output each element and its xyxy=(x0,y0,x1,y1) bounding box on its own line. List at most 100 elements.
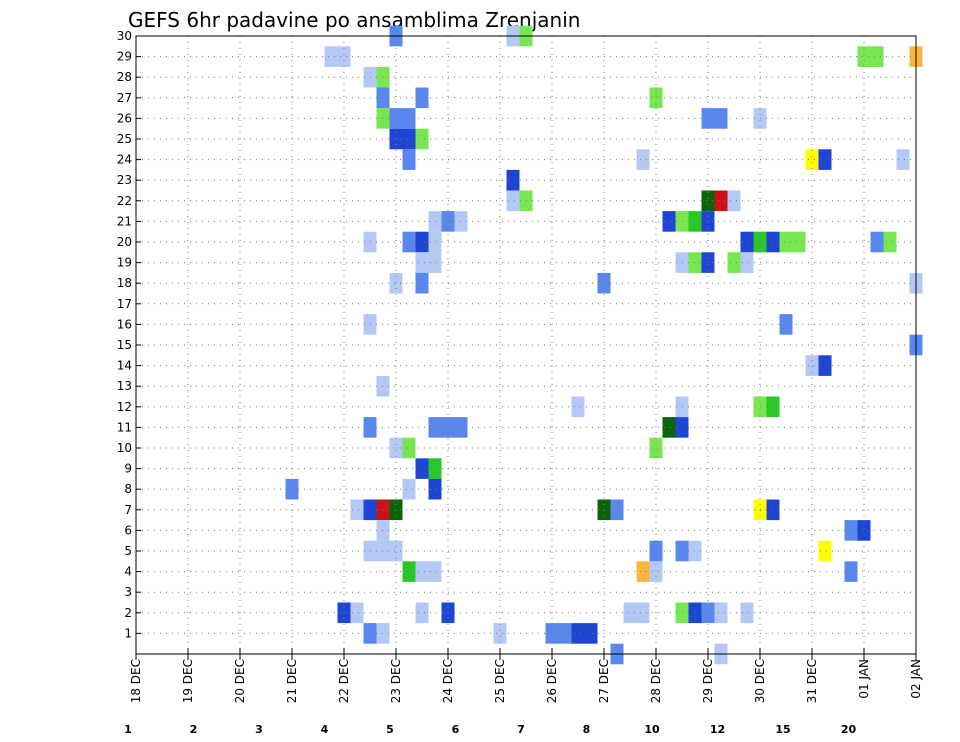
x-tick-label: 19 DEC xyxy=(181,659,195,703)
heatmap-cell xyxy=(870,231,884,253)
y-axis-ticks: 1234567891011121314151617181920212223242… xyxy=(117,29,141,640)
heatmap-cell xyxy=(779,314,793,335)
heatmap-cell xyxy=(415,458,429,479)
heatmap-cell xyxy=(649,561,663,582)
heatmap-cell xyxy=(857,46,871,67)
x-tick-label: 01 JAN xyxy=(857,659,871,699)
y-tick-label: 20 xyxy=(117,235,132,249)
heatmap-cell xyxy=(623,602,637,624)
heatmap-cell xyxy=(896,149,910,170)
heatmap-cell xyxy=(662,211,676,232)
y-tick-label: 3 xyxy=(124,585,132,599)
heatmap-cell xyxy=(389,437,403,459)
heatmap-cell xyxy=(493,623,507,644)
grid-lines xyxy=(136,35,917,654)
heatmap-cell xyxy=(740,602,754,624)
heatmap-cell xyxy=(415,87,429,109)
heatmap-cell xyxy=(779,231,793,253)
x-tick-label: 02 JAN xyxy=(909,659,923,699)
heatmap-cell xyxy=(870,46,884,67)
heatmap-cell xyxy=(584,623,598,644)
heatmap-cell xyxy=(740,252,754,273)
heatmap-cell xyxy=(506,190,520,212)
heatmap-cell xyxy=(818,540,832,562)
y-tick-label: 25 xyxy=(117,132,132,146)
heatmap-cell xyxy=(792,231,806,253)
y-tick-label: 12 xyxy=(117,400,132,414)
heatmap-cell xyxy=(727,190,741,212)
heatmap-cell xyxy=(818,355,832,376)
heatmap-cell xyxy=(571,396,585,418)
colorbar-label: 5 xyxy=(386,723,394,736)
heatmap-cell xyxy=(402,478,416,500)
heatmap-cell xyxy=(805,355,819,376)
heatmap-cell xyxy=(324,46,338,67)
y-tick-label: 5 xyxy=(124,544,132,558)
heatmap-cell xyxy=(714,190,728,212)
heatmap-cell xyxy=(805,149,819,170)
colorbar-label: 7 xyxy=(517,723,525,736)
heatmap-cell xyxy=(337,46,351,67)
x-tick-label: 18 DEC xyxy=(129,659,143,703)
y-tick-label: 1 xyxy=(124,626,132,640)
x-tick-label: 28 DEC xyxy=(649,659,663,703)
heatmap-cell xyxy=(701,252,715,273)
y-tick-label: 2 xyxy=(124,606,132,620)
heatmap-cell xyxy=(428,231,442,253)
heatmap-cell xyxy=(636,149,650,170)
x-tick-label: 24 DEC xyxy=(441,659,455,703)
colorbar-label: 20 xyxy=(841,723,857,736)
y-tick-label: 14 xyxy=(117,359,132,373)
y-tick-label: 22 xyxy=(117,194,132,208)
colorbar-label: 10 xyxy=(644,723,660,736)
heatmap-cell xyxy=(506,169,520,191)
x-tick-label: 25 DEC xyxy=(493,659,507,703)
heatmap-cell xyxy=(714,602,728,624)
heatmap-cell xyxy=(415,272,429,294)
colorbar-label: 2 xyxy=(190,723,198,736)
heatmap-cell xyxy=(415,252,429,273)
y-tick-label: 24 xyxy=(117,153,132,167)
heatmap-cell xyxy=(428,561,442,582)
y-tick-label: 28 xyxy=(117,70,132,84)
y-tick-label: 10 xyxy=(117,441,132,455)
heatmap-cell xyxy=(649,540,663,562)
heatmap-cell xyxy=(545,623,559,644)
y-tick-label: 6 xyxy=(124,523,132,537)
x-axis-ticks: 18 DEC 19 DEC 20 DEC 21 DEC 22 DEC 23 DEC 24 D… xyxy=(129,648,923,703)
heatmap-cell xyxy=(701,108,715,129)
heatmap-cell xyxy=(389,499,403,521)
heatmap-cell xyxy=(402,149,416,170)
y-tick-label: 11 xyxy=(117,420,132,434)
heatmap-cell xyxy=(350,602,364,624)
y-tick-label: 7 xyxy=(124,503,132,517)
y-tick-label: 30 xyxy=(117,29,132,43)
heatmap-cell xyxy=(558,623,572,644)
y-tick-label: 8 xyxy=(124,482,132,496)
heatmap-cell xyxy=(415,231,429,253)
heatmap-cell xyxy=(701,190,715,212)
y-tick-label: 18 xyxy=(117,276,132,290)
chart-title: GEFS 6hr padavine po ansamblima Zrenjani… xyxy=(128,8,580,32)
x-tick-label: 20 DEC xyxy=(233,659,247,703)
colorbar-label: 4 xyxy=(321,723,329,736)
y-tick-label: 13 xyxy=(117,379,132,393)
heatmap-cell xyxy=(428,252,442,273)
heatmap-cell xyxy=(428,211,442,232)
x-tick-label: 27 DEC xyxy=(597,659,611,703)
heatmap-cell xyxy=(402,561,416,582)
heatmap-cell xyxy=(571,623,585,644)
colorbar: 1 2 3 4 5 6 7 8 10 12 15 20 xyxy=(124,723,856,736)
heatmap-cell xyxy=(415,561,429,582)
y-tick-label: 9 xyxy=(124,462,132,476)
heatmap-cell xyxy=(389,540,403,562)
heatmap-cell xyxy=(636,561,650,582)
x-tick-label: 26 DEC xyxy=(545,659,559,703)
colorbar-label: 1 xyxy=(124,723,132,736)
heatmap-cell xyxy=(636,602,650,624)
colorbar-label: 8 xyxy=(583,723,591,736)
heatmap-cell xyxy=(389,272,403,294)
y-tick-label: 21 xyxy=(117,214,132,228)
heatmap-cell xyxy=(389,108,403,129)
